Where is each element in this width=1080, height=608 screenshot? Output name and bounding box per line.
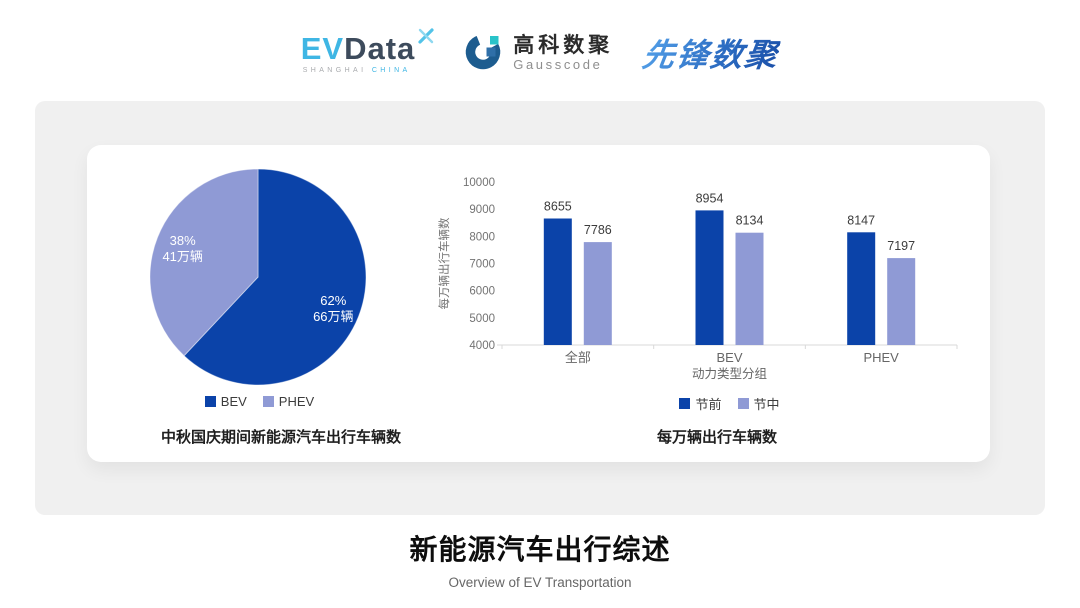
legend-swatch-mid-holiday	[737, 398, 749, 409]
pie-slice-bev	[183, 168, 367, 386]
y-tick-label: 8000	[469, 231, 495, 243]
legend-item-phev[interactable]: PHEV	[262, 394, 315, 409]
pie-slice-label: 38%	[170, 233, 196, 248]
legend-label-pre-holiday: 节前	[695, 397, 722, 412]
logo-header: EV Data SHANGHAI CHINA	[0, 0, 1080, 100]
bar-value-label: 7786	[584, 223, 612, 237]
chart-panel: 62% 66万辆 38% 41万辆 BEV PHEV 中秋国庆期间新能源汽车出行车辆数…	[35, 101, 1045, 515]
legend-item-bev[interactable]: BEV	[204, 394, 247, 409]
x-category-label: 全部	[565, 350, 591, 365]
evdata-logo: EV Data SHANGHAI CHINA	[300, 27, 434, 74]
legend-swatch-pre-holiday	[679, 398, 691, 409]
y-tick-label: 5000	[469, 313, 495, 325]
gausscode-logo: 高科数聚 Gausscode	[463, 30, 613, 77]
xianfeng-logo: 先锋数聚	[640, 30, 782, 76]
x-category-label: PHEV	[863, 350, 899, 365]
bar-节中-PHEV	[887, 258, 916, 345]
bar-value-label: 8147	[847, 213, 875, 227]
bar-value-label: 8134	[736, 214, 764, 228]
bar-节前-BEV	[695, 210, 724, 345]
pie-slice-phev	[149, 168, 259, 357]
bar-value-label: 8655	[544, 200, 572, 214]
legend-label-bev: BEV	[220, 394, 247, 409]
evdata-logo-ev: EV	[300, 30, 345, 66]
bar-chart-title: 每万辆出行车辆数	[656, 429, 777, 446]
page-footer: 新能源汽车出行综述 Overview of EV Transportation	[0, 528, 1080, 590]
y-tick-label: 9000	[469, 204, 495, 216]
evdata-tagline: SHANGHAI CHINA	[301, 67, 434, 74]
pie-legend: BEV PHEV	[87, 394, 432, 409]
gausscode-name-cn: 高科数聚	[513, 33, 614, 57]
pie-slice-label: 66万辆	[313, 309, 353, 324]
legend-item-pre-holiday[interactable]: 节前	[679, 394, 722, 413]
legend-swatch-bev	[204, 396, 216, 407]
y-tick-label: 6000	[469, 286, 495, 298]
legend-swatch-phev	[262, 396, 274, 407]
bar-value-label: 8954	[696, 191, 724, 205]
evdata-sub-shanghai: SHANGHAI	[302, 66, 367, 74]
y-tick-label: 10000	[463, 177, 495, 189]
pie-chart: 62%66万辆 38%41万辆	[149, 168, 367, 386]
bar-节前-PHEV	[847, 232, 876, 345]
evdata-sub-china: CHINA	[371, 66, 411, 74]
evdata-x-icon	[417, 27, 435, 49]
page-title: 新能源汽车出行综述	[409, 534, 671, 565]
legend-label-phev: PHEV	[278, 394, 315, 409]
bar-节中-BEV	[735, 232, 764, 345]
legend-item-mid-holiday[interactable]: 节中	[737, 394, 780, 413]
bar-legend: 节前 节中	[502, 394, 957, 413]
chart-card: 62% 66万辆 38% 41万辆 BEV PHEV 中秋国庆期间新能源汽车出行车辆数…	[87, 145, 990, 462]
pie-chart-title: 中秋国庆期间新能源汽车出行车辆数	[160, 429, 401, 446]
pie-slice-label: 41万辆	[162, 249, 202, 264]
x-category-label: BEV	[716, 350, 742, 365]
pie-slice-label: 62%	[320, 293, 346, 308]
page-subtitle: Overview of EV Transportation	[448, 575, 632, 590]
y-tick-label: 7000	[469, 259, 495, 271]
gausscode-name-en: Gausscode	[513, 56, 603, 72]
x-axis-label: 动力类型分组	[692, 367, 767, 381]
evdata-logo-data: Data	[344, 30, 416, 66]
bar-节前-全部	[543, 218, 572, 345]
gausscode-g-icon	[463, 30, 505, 77]
xianfeng-logo-text: 先锋数聚	[640, 30, 782, 76]
y-axis-label: 每万辆出行车辆数	[437, 217, 451, 309]
y-tick-label: 4000	[469, 340, 495, 352]
bar-节中-全部	[583, 242, 612, 345]
bar-value-label: 7197	[887, 239, 915, 253]
legend-label-mid-holiday: 节中	[753, 397, 780, 412]
